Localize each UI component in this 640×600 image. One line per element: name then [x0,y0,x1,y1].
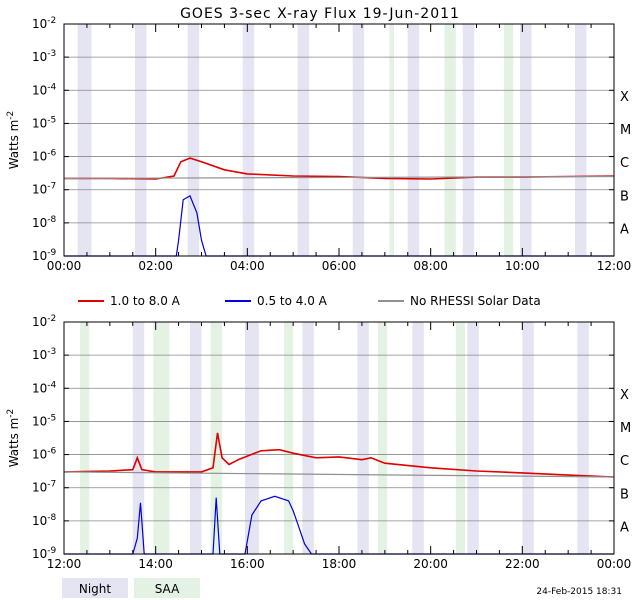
x-tick-label: 16:00 [230,557,265,571]
series-line [64,195,614,257]
class-label-m: M [620,421,631,436]
y-tick-label: 10-3 [32,49,56,64]
y-tick-label: 10-3 [32,347,56,362]
series-line [63,471,615,478]
night-band [187,24,200,256]
y-tick-label: 10-6 [32,447,57,462]
night-band [77,24,92,256]
night-band [412,322,424,554]
x-tick-label: 06:00 [322,259,357,273]
series-line [63,432,615,478]
x-tick-label: 18:00 [322,557,357,571]
class-label-a: A [620,222,629,237]
x-tick-label: 14:00 [138,557,173,571]
saa-legend-label: SAA [155,582,180,596]
plot-frame [63,321,615,555]
saa-band [153,322,170,554]
class-label-x: X [620,90,629,105]
class-label-c: C [620,156,629,171]
y-tick-label: 10-4 [32,82,57,97]
y-tick-label: 10-2 [32,314,56,329]
night-band [135,24,147,256]
series-line [64,495,614,555]
saa-legend-swatch [134,578,200,598]
y-tick-label: 10-8 [32,513,57,528]
y-axis-label: Watts m-2 [6,111,21,170]
y-tick-label: 10-9 [32,546,57,561]
panel-2: 10-2 10-3 10-4 10-5 10-6 10-7 10-8 10-9 Watts m-… [6,314,615,561]
saa-band [377,322,388,554]
saa-band [80,322,90,554]
x-tick-label: 12:00 [47,557,82,571]
legend-label: 1.0 to 8.0 A [110,294,181,308]
x-tick-label: 12:00 [597,259,632,273]
night-band [462,24,475,256]
class-label-c: C [620,454,629,469]
night-band [467,322,479,554]
saa-band [455,322,466,554]
night-band [520,24,532,256]
night-band [575,24,587,256]
series-line [63,175,615,179]
footer-timestamp: 24-Feb-2015 18:31 [536,587,622,597]
y-tick-label: 10-5 [32,413,56,428]
night-legend-label: Night [79,582,112,596]
y-tick-label: 10-9 [32,248,57,263]
y-tick-label: 10-7 [32,480,56,495]
x-tick-label: 02:00 [138,259,173,273]
legend-label: 0.5 to 4.0 A [257,294,328,308]
night-band [242,24,255,256]
plot-frame [63,23,615,257]
x-tick-label: 00:00 [47,259,82,273]
x-tick-label: 22:00 [505,557,540,571]
chart-title: GOES 3-sec X-ray Flux 19-Jun-2011 [180,6,460,22]
x-tick-label: 20:00 [413,557,448,571]
x-tick-label: 00:00 [597,557,632,571]
y-axis-label: Watts m-2 [6,409,21,468]
class-label-m: M [620,123,631,138]
panel-1: 10-2 10-3 10-4 10-5 10-6 10-7 10-8 10-9 Watts m-… [6,16,615,263]
night-band [577,322,589,554]
class-label-b: B [620,189,629,204]
night-legend-swatch [62,578,128,598]
x-tick-label: 04:00 [230,259,265,273]
y-tick-label: 10-6 [32,149,57,164]
x-tick-label: 10:00 [505,259,540,273]
saa-band [389,24,394,256]
class-label-x: X [620,388,629,403]
x-tick-label: 08:00 [413,259,448,273]
night-band [245,322,259,554]
y-tick-label: 10-7 [32,182,56,197]
saa-band [284,322,294,554]
saa-band [444,24,456,256]
night-band [357,322,369,554]
night-band [302,322,314,554]
class-label-b: B [620,487,629,502]
night-band [407,24,420,256]
night-band [297,24,310,256]
night-band [132,322,145,554]
y-tick-label: 10-5 [32,115,56,130]
night-band [190,322,202,554]
night-band [352,24,365,256]
class-label-a: A [620,520,629,535]
night-band [522,322,534,554]
y-tick-label: 10-8 [32,215,57,230]
legend-label: No RHESSI Solar Data [410,294,541,308]
y-tick-label: 10-2 [32,16,56,31]
saa-band [504,24,514,256]
y-tick-label: 10-4 [32,380,57,395]
